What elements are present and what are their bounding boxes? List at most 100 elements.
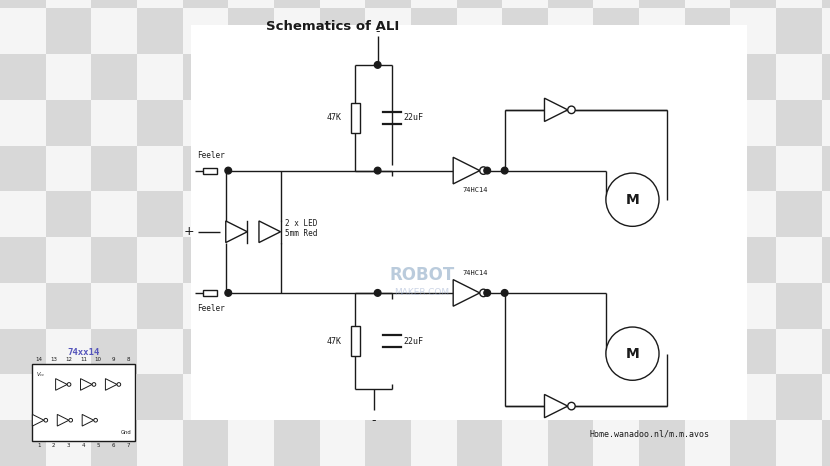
Bar bbox=[320, 145, 365, 192]
Bar bbox=[548, 329, 593, 375]
Bar bbox=[183, 100, 228, 145]
Bar bbox=[776, 0, 822, 8]
Text: 7: 7 bbox=[126, 443, 129, 448]
Bar bbox=[639, 8, 685, 54]
Bar bbox=[685, 283, 730, 329]
Bar bbox=[457, 237, 502, 283]
Bar bbox=[91, 329, 137, 375]
Bar bbox=[228, 145, 274, 192]
Bar bbox=[274, 329, 320, 375]
Bar bbox=[0, 420, 46, 466]
Circle shape bbox=[484, 167, 491, 174]
Text: 74HC14: 74HC14 bbox=[462, 187, 487, 193]
Text: MAKER.COM: MAKER.COM bbox=[394, 288, 449, 297]
Bar bbox=[685, 8, 730, 54]
Bar bbox=[776, 100, 822, 145]
Text: 1: 1 bbox=[37, 443, 41, 448]
Bar bbox=[411, 329, 457, 375]
Polygon shape bbox=[81, 378, 92, 391]
Bar bbox=[183, 192, 228, 237]
Bar bbox=[0, 237, 46, 283]
Bar bbox=[0, 0, 46, 8]
Bar bbox=[776, 283, 822, 329]
Text: 2: 2 bbox=[52, 443, 56, 448]
Text: Home.wanadoo.nl/m.m.avos: Home.wanadoo.nl/m.m.avos bbox=[589, 430, 710, 439]
Bar bbox=[0, 100, 46, 145]
Bar bbox=[320, 283, 365, 329]
Bar bbox=[730, 0, 776, 8]
Bar bbox=[822, 420, 830, 466]
Bar bbox=[411, 54, 457, 100]
Bar bbox=[137, 192, 183, 237]
Bar bbox=[351, 103, 360, 133]
Bar bbox=[0, 283, 46, 329]
Bar bbox=[228, 0, 274, 8]
Text: 10: 10 bbox=[95, 357, 102, 362]
Bar bbox=[320, 420, 365, 466]
Text: Feeler: Feeler bbox=[197, 151, 224, 160]
Bar bbox=[502, 283, 548, 329]
Circle shape bbox=[501, 289, 508, 296]
Circle shape bbox=[606, 173, 659, 226]
Bar bbox=[203, 290, 217, 296]
Bar bbox=[183, 0, 228, 8]
Bar bbox=[137, 145, 183, 192]
Text: $V_{cc}$: $V_{cc}$ bbox=[36, 370, 46, 379]
Bar bbox=[0, 192, 46, 237]
Text: -: - bbox=[371, 414, 376, 427]
Circle shape bbox=[69, 418, 72, 422]
Text: 5: 5 bbox=[96, 443, 100, 448]
Bar bbox=[639, 375, 685, 420]
Bar bbox=[203, 168, 217, 173]
Circle shape bbox=[94, 418, 97, 422]
Bar bbox=[548, 145, 593, 192]
Text: Gnd: Gnd bbox=[121, 430, 132, 435]
Bar bbox=[228, 283, 274, 329]
Bar bbox=[91, 100, 137, 145]
Bar bbox=[365, 237, 411, 283]
Bar bbox=[183, 420, 228, 466]
Bar bbox=[0, 8, 46, 54]
Bar bbox=[411, 100, 457, 145]
Bar bbox=[320, 8, 365, 54]
Polygon shape bbox=[453, 157, 480, 184]
Polygon shape bbox=[544, 394, 568, 418]
Bar bbox=[685, 375, 730, 420]
Bar bbox=[137, 237, 183, 283]
Bar bbox=[411, 145, 457, 192]
Bar bbox=[320, 100, 365, 145]
Bar bbox=[91, 54, 137, 100]
Bar bbox=[822, 329, 830, 375]
Bar bbox=[0, 54, 46, 100]
Bar bbox=[502, 145, 548, 192]
Bar bbox=[548, 283, 593, 329]
Bar bbox=[548, 420, 593, 466]
Circle shape bbox=[374, 167, 381, 174]
Bar bbox=[685, 145, 730, 192]
Bar bbox=[365, 283, 411, 329]
Bar bbox=[548, 100, 593, 145]
Bar bbox=[502, 192, 548, 237]
Text: M: M bbox=[626, 193, 639, 207]
Bar bbox=[730, 375, 776, 420]
Polygon shape bbox=[544, 98, 568, 122]
Bar bbox=[457, 145, 502, 192]
Bar bbox=[776, 420, 822, 466]
Bar bbox=[685, 54, 730, 100]
Bar bbox=[183, 375, 228, 420]
Bar bbox=[411, 375, 457, 420]
Text: 13: 13 bbox=[51, 357, 57, 362]
Text: ROBOT: ROBOT bbox=[389, 266, 454, 284]
Bar bbox=[457, 375, 502, 420]
Bar bbox=[822, 375, 830, 420]
Bar bbox=[32, 364, 135, 441]
Bar bbox=[183, 8, 228, 54]
Bar bbox=[91, 375, 137, 420]
Bar bbox=[730, 283, 776, 329]
Bar bbox=[776, 54, 822, 100]
Text: Feeler: Feeler bbox=[197, 304, 224, 313]
Bar bbox=[191, 25, 747, 420]
Bar bbox=[274, 237, 320, 283]
Circle shape bbox=[225, 289, 232, 296]
Bar bbox=[639, 100, 685, 145]
